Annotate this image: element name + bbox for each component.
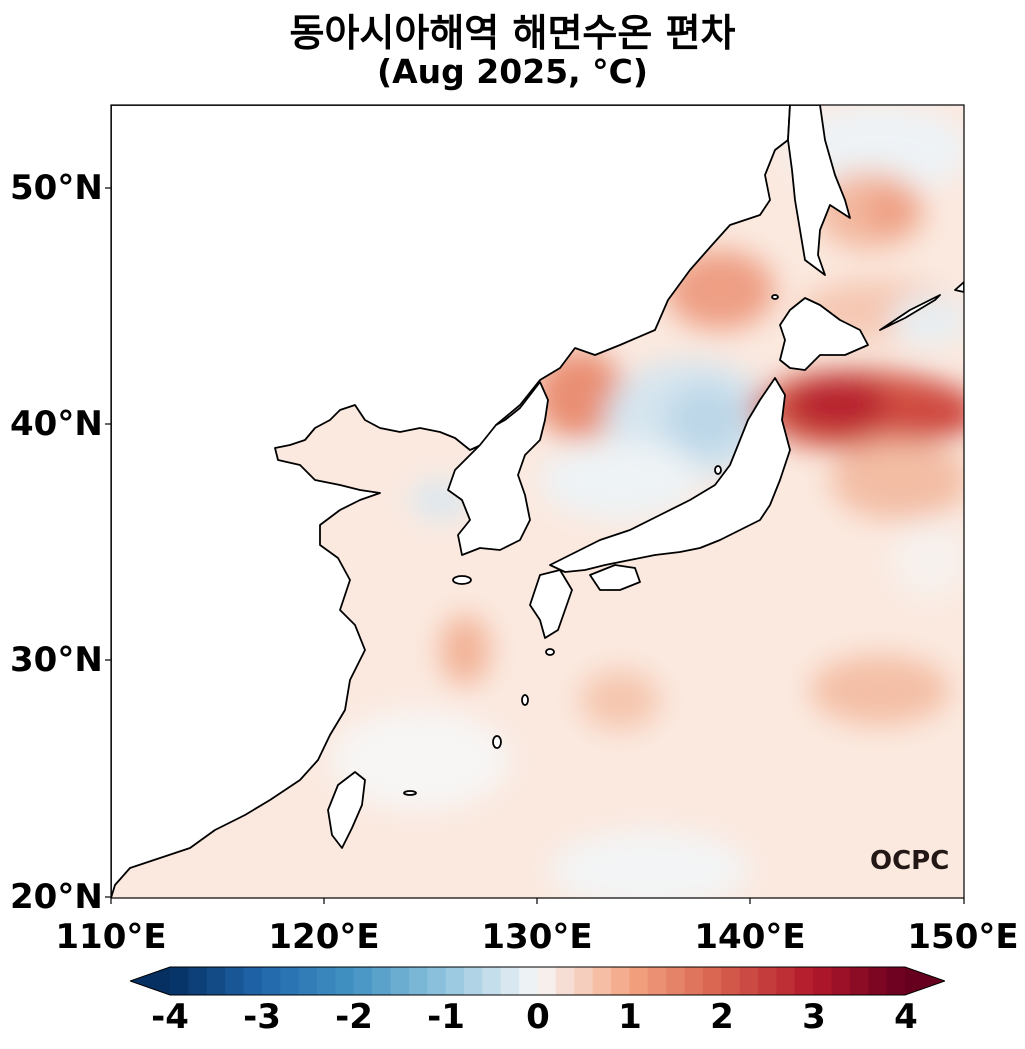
map-subtitle: (Aug 2025, °C)	[377, 52, 648, 91]
colorbar-segment	[353, 967, 373, 995]
colorbar-segment	[519, 967, 538, 995]
colorbar-segment	[886, 967, 906, 995]
colorbar-extend-high	[905, 967, 945, 995]
map-title: 동아시아해역 해면수온 편차	[289, 11, 736, 55]
colorbar-segment	[445, 967, 465, 995]
coastlines	[111, 105, 964, 898]
colorbar-segment	[684, 967, 704, 995]
colorbar-segment	[849, 967, 869, 995]
colorbar-tick-label: 2	[710, 997, 734, 1037]
colorbar-segment	[298, 967, 318, 995]
x-tick-label: 120°E	[268, 917, 380, 957]
colorbar-segment	[776, 967, 796, 995]
colorbar-segment	[280, 967, 300, 995]
colorbar-segment	[372, 967, 391, 995]
colorbar-segment	[629, 967, 649, 995]
colorbar-segment	[813, 967, 832, 995]
colorbar-segment	[739, 967, 759, 995]
colorbar-segment	[666, 967, 685, 995]
colorbar-segment	[868, 967, 888, 995]
x-tick-label: 150°E	[907, 917, 1019, 957]
colorbar-segment	[243, 967, 263, 995]
colorbar-extend-low	[130, 967, 170, 995]
kyushu-island	[529, 569, 573, 639]
sst-anomaly-map	[105, 104, 965, 904]
colorbar	[130, 966, 945, 996]
hokkaido-island	[779, 297, 869, 371]
shikoku-island	[589, 564, 641, 591]
colorbar-segment	[758, 967, 777, 995]
x-tick-label: 110°E	[55, 917, 167, 957]
colorbar-segment	[721, 967, 741, 995]
taiwan-island	[327, 771, 366, 849]
x-tick-label: 140°E	[694, 917, 806, 957]
colorbar-segment	[611, 967, 630, 995]
colorbar-segment	[390, 967, 410, 995]
colorbar-segment	[794, 967, 814, 995]
ocpc-logo: OCPC	[870, 846, 950, 876]
colorbar-segment	[317, 967, 336, 995]
colorbar-segment	[500, 967, 520, 995]
colorbar-segment	[261, 967, 281, 995]
y-tick-label: 20°N	[10, 877, 103, 917]
colorbar-tick-label: 3	[802, 997, 826, 1037]
colorbar-segment	[482, 967, 502, 995]
sakhalin-island	[787, 105, 851, 276]
colorbar-tick-label: -2	[335, 997, 373, 1037]
honshu-island	[549, 377, 791, 573]
korean-peninsula	[447, 381, 549, 556]
x-tick-label: 130°E	[481, 917, 593, 957]
colorbar-segment	[427, 967, 447, 995]
colorbar-segment	[592, 967, 612, 995]
colorbar-segment	[408, 967, 428, 995]
colorbar-segment	[537, 967, 557, 995]
colorbar-segment	[555, 967, 575, 995]
colorbar-tick-label: -4	[151, 997, 189, 1037]
tick-marks	[105, 187, 965, 904]
jeju-island	[452, 575, 472, 585]
y-tick-label: 30°N	[10, 640, 103, 680]
colorbar-tick-label: 4	[894, 997, 918, 1037]
colorbar-segment	[647, 967, 667, 995]
colorbar-segment	[702, 967, 722, 995]
colorbar-segment	[188, 967, 208, 995]
kuril-islands	[879, 294, 941, 331]
mainland-landmass	[111, 105, 791, 898]
colorbar-segment	[170, 967, 189, 995]
colorbar-segment	[206, 967, 226, 995]
colorbar-segment	[464, 967, 483, 995]
colorbar-segment	[574, 967, 594, 995]
colorbar-tick-label: 0	[526, 997, 550, 1037]
colorbar-tick-label: -3	[243, 997, 281, 1037]
colorbar-tick-label: 1	[618, 997, 642, 1037]
y-tick-label: 50°N	[10, 168, 103, 208]
y-tick-label: 40°N	[10, 404, 103, 444]
colorbar-segment	[225, 967, 244, 995]
colorbar-tick-label: -1	[427, 997, 465, 1037]
colorbar-segment	[831, 967, 851, 995]
colorbar-segment	[335, 967, 355, 995]
